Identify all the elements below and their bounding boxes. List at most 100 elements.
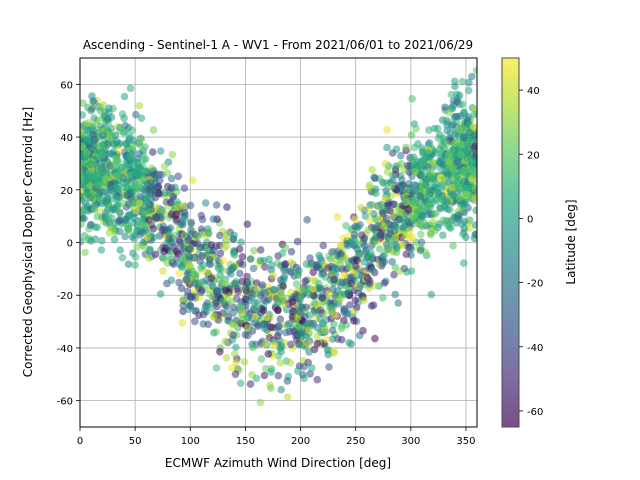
scatter-point: [436, 159, 445, 167]
scatter-point: [229, 303, 238, 312]
y-tick-label: -20: [57, 291, 73, 302]
scatter-point: [147, 178, 155, 187]
scatter-point: [83, 174, 92, 182]
scatter-point: [365, 279, 374, 288]
scatter-point: [374, 222, 382, 230]
scatter-point: [140, 180, 148, 188]
scatter-point: [229, 309, 238, 317]
scatter-point: [219, 257, 227, 265]
x-tick-label: 300: [401, 436, 420, 447]
scatter-point: [407, 267, 416, 275]
scatter-point: [429, 218, 437, 226]
scatter-point: [287, 340, 295, 349]
scatter-point: [427, 230, 435, 239]
scatter-point: [185, 261, 194, 270]
scatter-point: [167, 276, 176, 285]
scatter-point: [216, 348, 224, 356]
scatter-point: [423, 149, 432, 157]
scatter-point: [167, 174, 176, 183]
scatter-point: [214, 264, 223, 273]
scatter-point: [457, 150, 465, 159]
scatter-point: [281, 243, 290, 252]
scatter-point: [435, 145, 444, 154]
x-tick-label: 350: [456, 436, 475, 447]
scatter-point: [325, 363, 333, 371]
scatter-point: [283, 393, 292, 401]
colorbar-tick-label: 40: [527, 86, 540, 97]
scatter-point: [256, 246, 265, 254]
scatter-point: [404, 205, 413, 213]
scatter-point: [112, 154, 120, 163]
scatter-point: [389, 200, 398, 208]
scatter-point: [418, 212, 427, 220]
scatter-point: [443, 198, 451, 206]
scatter-point: [159, 267, 167, 275]
scatter-point: [115, 216, 124, 225]
scatter-point: [216, 231, 224, 240]
scatter-point: [149, 184, 157, 192]
scatter-point: [444, 217, 453, 226]
scatter-point: [392, 248, 401, 257]
scatter-point: [451, 82, 459, 91]
scatter-point: [183, 287, 192, 296]
scatter-point: [428, 175, 436, 184]
scatter-point: [102, 219, 111, 227]
scatter-point: [116, 127, 125, 135]
scatter-point: [456, 194, 464, 203]
scatter-point: [105, 104, 113, 112]
x-tick-label: 250: [346, 436, 365, 447]
scatter-point: [135, 199, 143, 207]
scatter-point: [406, 233, 414, 242]
scatter-point: [84, 136, 92, 144]
scatter-point: [407, 245, 416, 253]
scatter-point: [292, 280, 301, 288]
scatter-point: [328, 308, 337, 317]
scatter-point: [421, 181, 430, 189]
scatter-point: [458, 77, 467, 86]
scatter-point: [165, 234, 173, 243]
scatter-point: [156, 213, 164, 221]
scatter-point: [313, 332, 321, 340]
scatter-point: [445, 108, 453, 117]
scatter-point: [328, 335, 337, 343]
scatter-point: [380, 222, 388, 231]
scatter-point: [322, 335, 331, 344]
scatter-point: [137, 135, 146, 143]
scatter-point: [391, 290, 400, 299]
scatter-point: [136, 165, 144, 173]
scatter-point: [130, 137, 138, 145]
scatter-point: [241, 284, 250, 293]
scatter-point: [366, 216, 374, 225]
scatter-point: [131, 158, 139, 166]
scatter-point: [356, 281, 365, 290]
scatter-point: [187, 218, 196, 227]
scatter-point: [252, 304, 261, 313]
scatter-point: [126, 152, 135, 161]
scatter-point: [440, 175, 448, 184]
scatter-point: [290, 327, 298, 336]
x-tick-label: 50: [129, 436, 142, 447]
scatter-point: [337, 335, 346, 344]
scatter-point: [197, 264, 205, 272]
scatter-point: [121, 232, 129, 241]
scatter-point: [178, 319, 187, 327]
scatter-point: [283, 377, 292, 385]
scatter-point: [377, 200, 386, 209]
scatter-point: [237, 304, 245, 312]
scatter-point: [470, 132, 477, 140]
scatter-point: [449, 241, 457, 250]
scatter-point: [351, 296, 360, 305]
scatter-point: [407, 155, 416, 163]
scatter-point: [148, 164, 156, 173]
scatter-point: [460, 134, 468, 142]
scatter-point: [427, 290, 436, 299]
colorbar-tick-label: 0: [527, 214, 533, 225]
x-axis-ticks: 0 50 100 150 200 250 300 350: [77, 427, 476, 447]
scatter-point: [186, 302, 194, 310]
scatter-point: [466, 224, 474, 232]
scatter-point: [341, 271, 349, 279]
scatter-point: [324, 350, 333, 359]
scatter-point: [358, 231, 366, 239]
scatter-point: [470, 145, 477, 153]
scatter-point: [387, 237, 396, 245]
